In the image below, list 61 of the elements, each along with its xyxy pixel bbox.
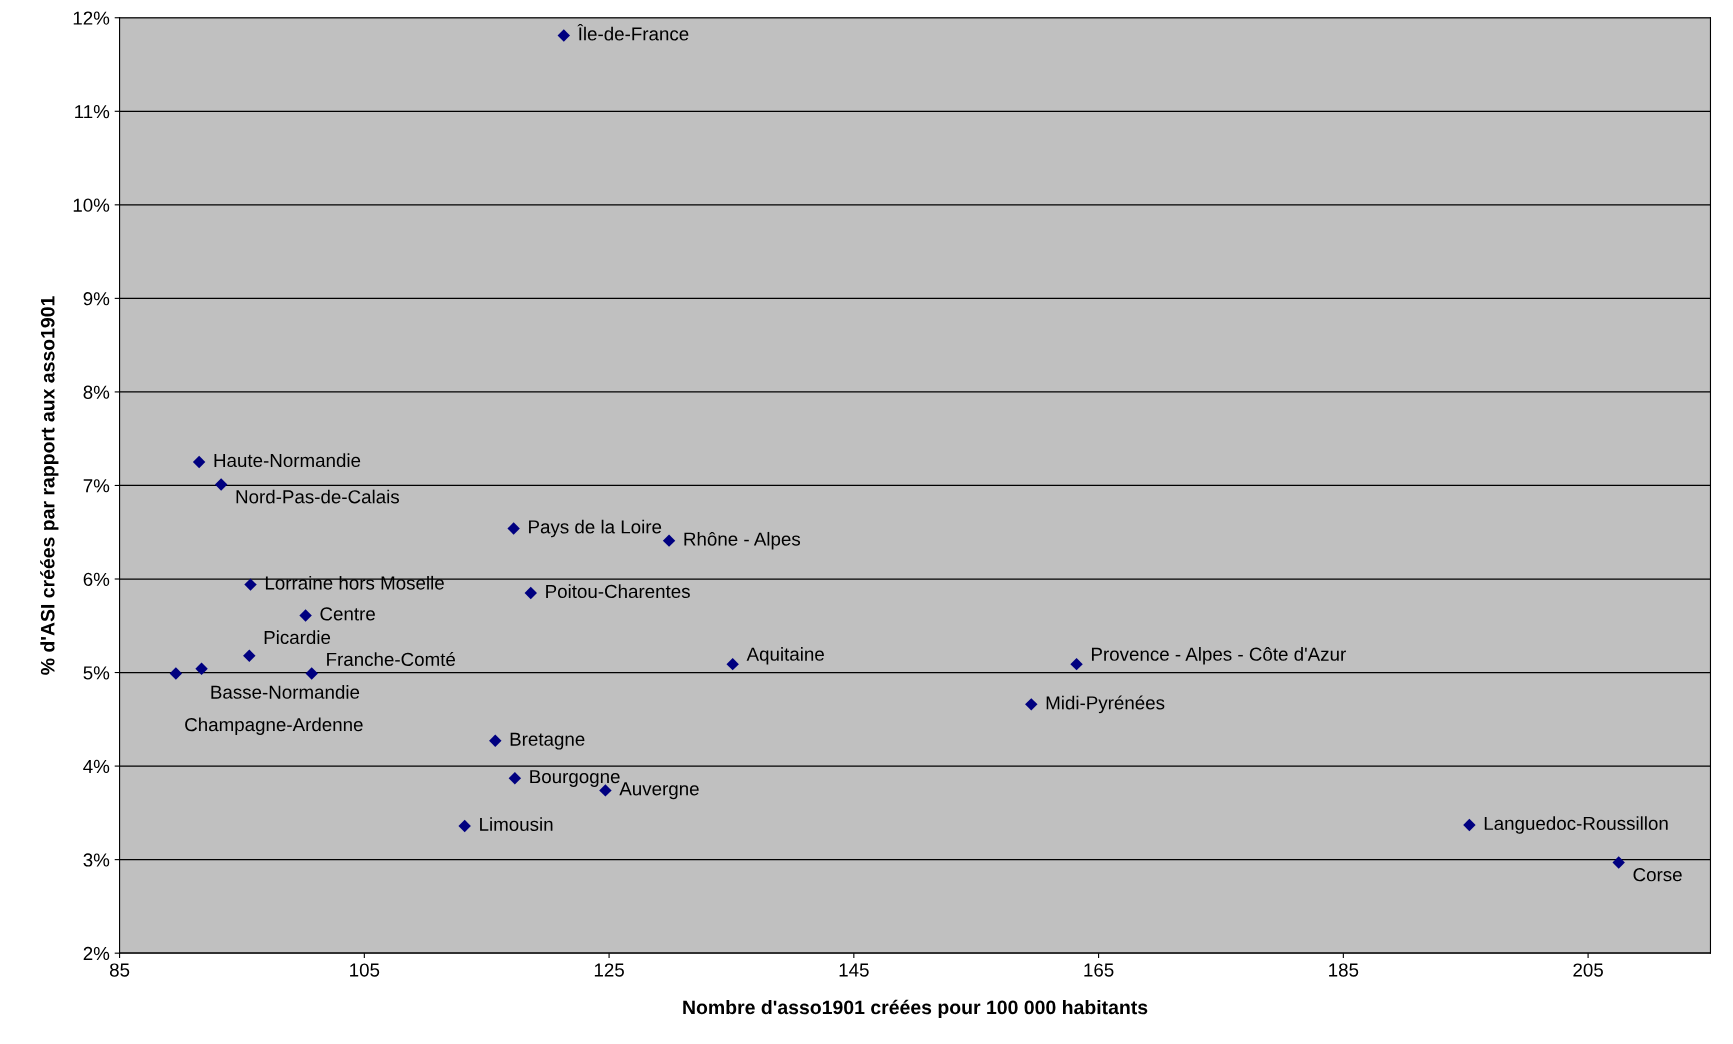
point (192, 455, 206, 469)
x-tick-label: 85 (109, 963, 130, 977)
point (195, 662, 208, 676)
point (305, 667, 318, 680)
series-label: Lorraine hors Moselle (265, 575, 444, 590)
series-label: Nord-Pas-de-Calais (236, 489, 399, 504)
y-tick-label: 11% (75, 105, 110, 119)
y-tick-label: 7% (83, 479, 110, 493)
y-tick-label: 3% (83, 853, 110, 867)
x-tick-label: 165 (1084, 963, 1114, 977)
series-label: Aquitaine (746, 647, 824, 665)
series-label: Languedoc-Roussillon (1484, 816, 1668, 834)
point (507, 522, 520, 535)
point (299, 609, 312, 622)
point (662, 534, 676, 547)
point (1070, 657, 1083, 671)
point (726, 657, 739, 671)
series-label: Bourgogne (530, 770, 620, 787)
series-label: Île-de-France (577, 23, 689, 41)
series-label: Bretagne (510, 732, 585, 750)
y-tick-label: 9% (83, 292, 110, 306)
y-tick-label: 6% (83, 572, 110, 586)
y-tick-label: 4% (83, 759, 110, 773)
point (1612, 856, 1625, 869)
x-tick-label: 105 (350, 963, 380, 977)
x-tick-label: 185 (1329, 963, 1359, 977)
point (1025, 698, 1038, 711)
series-label: Basse-Normandie (211, 685, 360, 699)
y-tick-label: 2% (83, 946, 110, 961)
point (458, 819, 471, 833)
point (489, 734, 502, 748)
y-axis-title: % d'ASI créées par rapport aux asso1901 (40, 296, 59, 675)
point (244, 578, 257, 591)
series-label: Auvergne (619, 782, 699, 800)
x-axis-title: Nombre d'asso1901 créées pour 100 000 habitants (683, 999, 1148, 1019)
y-tick-label: 8% (83, 385, 110, 399)
y-tick-label: 5% (83, 666, 110, 680)
point (508, 772, 522, 785)
series-label: Pays de la Loire (529, 519, 662, 538)
x-tick-label: 145 (839, 963, 869, 977)
x-tick-label: 125 (594, 963, 624, 977)
series-label: Provence - Alpes - Côte d'Azur (1091, 647, 1346, 665)
series-label: Centre (320, 607, 375, 621)
series-label: Corse (1633, 868, 1682, 882)
text: Champagne-Ardenne (185, 717, 363, 735)
point (1463, 818, 1476, 832)
series-label: Picardie (264, 630, 331, 645)
series-label: Limousin (480, 817, 553, 831)
y-tick-label: 10% (73, 198, 110, 212)
series-label: Rhône - Alpes (684, 531, 801, 550)
point (169, 667, 183, 680)
series-label: Franche-Comté (327, 652, 456, 667)
point (524, 586, 537, 600)
y-tick-label: 12% (73, 11, 110, 25)
series-label: Haute-Normandie (214, 453, 361, 468)
point (243, 649, 256, 662)
series-label: Poitou-Charentes (546, 584, 690, 599)
point (557, 29, 571, 42)
point (214, 478, 228, 491)
x-tick-label: 205 (1573, 963, 1603, 977)
series-label: Midi-Pyrénées (1046, 695, 1165, 714)
